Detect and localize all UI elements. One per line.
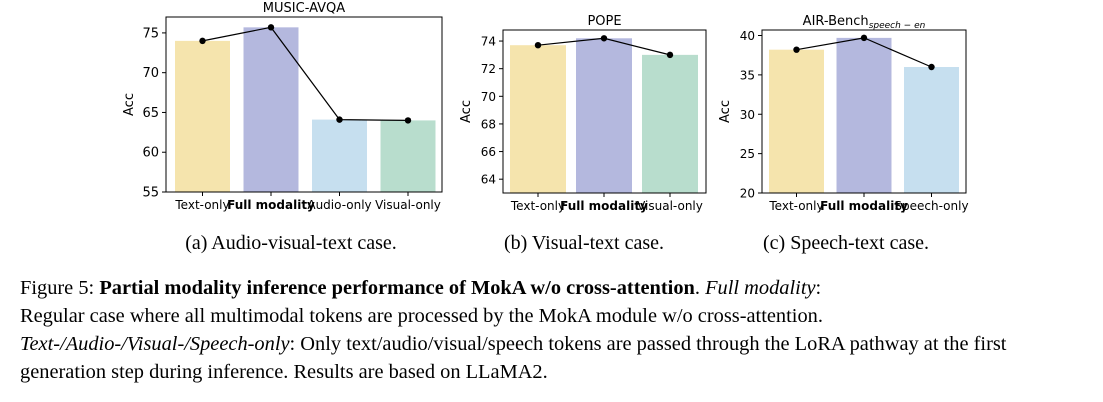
bar-text-only: [175, 40, 230, 193]
bar-full-modality: [243, 27, 299, 192]
data-point: [600, 35, 608, 42]
y-tick-label: 64: [481, 173, 496, 187]
caption-period: .: [694, 277, 700, 299]
x-tick-label: Visual-only: [375, 198, 441, 212]
y-tick-label: 55: [142, 186, 159, 201]
x-tick-label: Full modality: [560, 199, 648, 213]
caption-only-text-a: : Only text/audio/visual/speech tokens a…: [289, 333, 1007, 355]
data-point: [404, 117, 412, 124]
trend-line: [202, 26, 409, 122]
y-axis-label: Acc: [718, 100, 733, 123]
caption-line-1: Figure 5: Partial modality inference per…: [20, 274, 1085, 302]
caption-full-modality-text-b: Regular case where all multimodal tokens…: [20, 305, 823, 327]
bar-speech-only: [904, 67, 959, 193]
caption-line-3: Text-/Audio-/Visual-/Speech-only: Only t…: [20, 330, 1085, 358]
subcaption-b: (b) Visual-text case.: [503, 232, 665, 254]
x-tick-label: Full modality: [227, 198, 315, 212]
data-point: [199, 37, 206, 45]
bar-audio-only: [312, 119, 367, 192]
x-tick-label: Visual-only: [637, 199, 703, 213]
caption-full-modality-text-a: :: [815, 277, 822, 299]
caption-only-text-b: generation step during inference. Result…: [20, 361, 548, 383]
chart-title: MUSIC-AVQA: [263, 1, 345, 16]
y-axis-label: Acc: [122, 93, 137, 116]
caption-term-only: Text-/Audio-/Visual-/Speech-only: [20, 333, 290, 355]
x-tick-label: Audio-only: [307, 198, 371, 212]
x-tick-label: Text-only: [510, 199, 565, 213]
data-point: [666, 51, 674, 59]
x-tick-label: Text-only: [174, 198, 229, 212]
y-tick-label: 75: [142, 26, 159, 41]
bar-text-only: [510, 45, 566, 193]
data-point: [267, 24, 275, 31]
figure-caption: Figure 5: Partial modality inference per…: [20, 274, 1085, 386]
bar-full-modality: [836, 37, 892, 194]
caption-line-4: generation step during inference. Result…: [20, 358, 1085, 386]
y-tick-label: 70: [142, 66, 159, 81]
caption-term-full-modality: Full modality: [705, 277, 816, 299]
y-tick-label: 60: [142, 146, 159, 161]
y-tick-label: 25: [740, 147, 755, 161]
data-point: [860, 34, 868, 42]
y-tick-label: 66: [481, 145, 496, 159]
y-tick-label: 40: [740, 29, 755, 43]
caption-bold-title: Partial modality inference performance o…: [99, 277, 695, 299]
y-tick-label: 68: [481, 117, 496, 131]
caption-line-2: Regular case where all multimodal tokens…: [20, 302, 1085, 330]
data-point: [793, 46, 800, 53]
data-point: [928, 63, 935, 71]
y-tick-label: 30: [740, 108, 755, 122]
x-tick-label: Text-only: [768, 199, 823, 213]
bar-full-modality: [576, 38, 632, 194]
chart-title: AIR-Benchspeech − en: [803, 14, 926, 31]
subcaption-c: (c) Speech-text case.: [762, 232, 930, 254]
bar-visual-only: [642, 54, 698, 193]
bar-visual-only: [380, 120, 436, 192]
x-tick-label: Speech-only: [894, 199, 968, 213]
chart-title: POPE: [587, 14, 621, 29]
caption-label: Figure 5:: [20, 277, 95, 299]
y-tick-label: 72: [481, 62, 496, 76]
y-axis-label: Acc: [459, 100, 474, 123]
data-point: [534, 41, 542, 49]
y-tick-label: 20: [740, 187, 755, 201]
bar-text-only: [769, 49, 824, 193]
y-tick-label: 70: [481, 90, 496, 104]
x-tick-label: Full modality: [820, 199, 908, 213]
data-point: [336, 116, 343, 123]
y-tick-label: 65: [142, 106, 159, 121]
plot-frame: [165, 16, 443, 193]
y-tick-label: 74: [481, 35, 496, 49]
subcaption-a: (a) Audio-visual-text case.: [185, 232, 397, 254]
y-tick-label: 35: [740, 68, 755, 82]
